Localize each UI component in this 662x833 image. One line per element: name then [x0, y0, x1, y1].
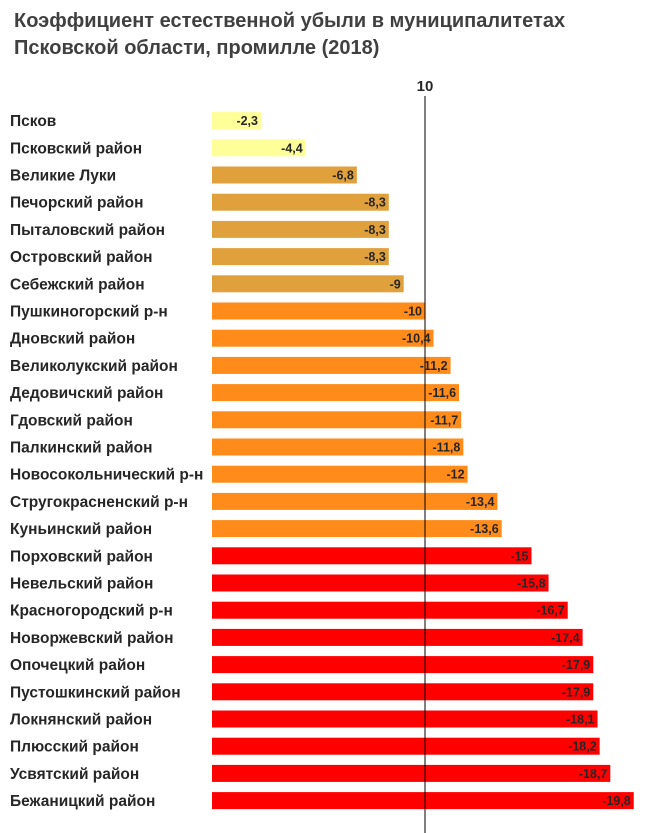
data-label: -11,7 — [430, 413, 458, 427]
data-label: -16,7 — [536, 604, 565, 618]
bar — [212, 384, 460, 402]
data-label: -8,3 — [364, 250, 386, 264]
category-label: Пустошкинский район — [10, 684, 181, 701]
data-label: -17,4 — [551, 631, 580, 645]
bar — [212, 628, 583, 646]
category-label: Куньинский район — [10, 521, 152, 538]
data-label: -17,9 — [562, 685, 591, 699]
category-label: Островский район — [10, 249, 153, 266]
category-label: Стругокрасненский р-н — [10, 494, 188, 511]
category-label: Локнянский район — [10, 712, 152, 729]
category-label: Псковский район — [10, 140, 142, 157]
data-label: -17,9 — [562, 658, 591, 672]
bar — [212, 683, 594, 701]
category-label: Невельский район — [10, 576, 153, 593]
data-label: -11,6 — [428, 386, 456, 400]
bar — [212, 411, 462, 429]
bar — [212, 193, 389, 211]
data-label: -10,4 — [402, 332, 431, 346]
category-label: Пыталовский район — [10, 222, 165, 239]
bar — [212, 112, 261, 130]
category-label: Палкинский район — [10, 440, 152, 457]
bar — [212, 438, 464, 456]
data-label: -15,8 — [517, 577, 546, 591]
category-label: Новоржевский район — [10, 630, 173, 647]
data-label: -4,4 — [281, 141, 303, 155]
bar — [212, 520, 502, 538]
category-label: Бежаницкий район — [10, 793, 155, 810]
data-labels-layer: -2,3 -4,4 -6,8 -8,3 -8,3 -8,3 -9-10 -10,4 -11,2 -… — [236, 114, 630, 808]
category-label: Гдовский район — [10, 412, 133, 429]
data-label: -11,2 — [420, 359, 448, 373]
bar — [212, 465, 468, 483]
category-label: Красногородский р-н — [10, 603, 173, 620]
bar — [212, 492, 498, 510]
category-labels-layer: Псков Псковский район Великие Луки Печорски… — [10, 113, 203, 810]
bar — [212, 737, 600, 755]
data-label: -12 — [447, 468, 465, 482]
bar — [212, 139, 306, 157]
bar — [212, 275, 404, 293]
category-label: Усвятский район — [10, 766, 139, 783]
data-label: -6,8 — [332, 169, 354, 183]
bar — [212, 710, 598, 728]
category-label: Псков — [10, 113, 56, 130]
category-label: Плюсский район — [10, 739, 139, 756]
bar — [212, 248, 389, 266]
category-label: Великолукский район — [10, 358, 178, 375]
category-label: Себежский район — [10, 276, 145, 293]
data-label: -15 — [510, 549, 528, 563]
category-label: Новосокольнический р-н — [10, 467, 203, 484]
bar — [212, 547, 532, 565]
category-label: Великие Луки — [10, 168, 116, 185]
category-label: Пушкиногорский р-н — [10, 304, 168, 321]
category-label: Дедовичский район — [10, 385, 163, 402]
reference-line-label: 10 — [417, 78, 434, 95]
category-label: Печорский район — [10, 195, 144, 212]
bar — [212, 329, 434, 347]
bar — [212, 166, 357, 184]
category-label: Дновский район — [10, 331, 135, 348]
data-label: -8,3 — [364, 196, 386, 210]
data-label: -8,3 — [364, 223, 386, 237]
data-label: -9 — [390, 277, 401, 291]
bar — [212, 356, 451, 374]
bar — [212, 302, 425, 320]
bar — [212, 764, 611, 782]
data-label: -10 — [404, 305, 422, 319]
data-label: -19,8 — [602, 794, 631, 808]
data-label: -18,7 — [579, 767, 608, 781]
data-label: -11,8 — [433, 441, 461, 455]
data-label: -2,3 — [236, 114, 258, 128]
data-label: -18,1 — [566, 713, 595, 727]
category-label: Опочецкий район — [10, 657, 145, 674]
bar — [212, 601, 568, 619]
category-label: Порховский район — [10, 548, 153, 565]
data-label: -13,4 — [466, 495, 495, 509]
bar — [212, 574, 549, 592]
bars-layer — [212, 112, 634, 810]
bar — [212, 792, 634, 810]
data-label: -13,6 — [470, 522, 499, 536]
chart-title: Коэффициент естественной убыли в муницип… — [14, 10, 566, 59]
bar — [212, 220, 389, 238]
bar — [212, 656, 594, 674]
data-label: -18,2 — [568, 740, 597, 754]
